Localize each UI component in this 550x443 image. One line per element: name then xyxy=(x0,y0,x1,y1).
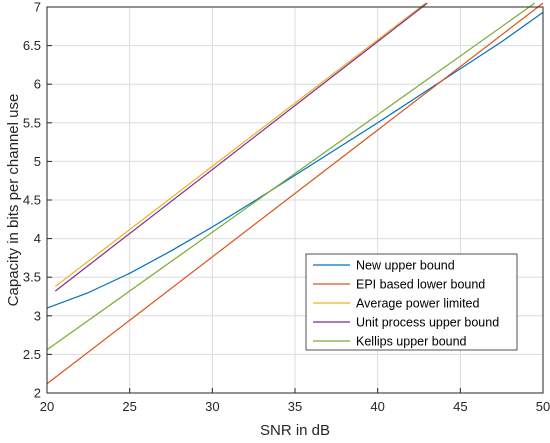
x-axis-label: SNR in dB xyxy=(260,422,330,439)
x-tick-label: 35 xyxy=(288,399,302,414)
y-tick-label: 2.5 xyxy=(23,347,41,362)
y-tick-label: 3.5 xyxy=(23,270,41,285)
x-tick-label: 40 xyxy=(370,399,384,414)
x-tick-label: 45 xyxy=(453,399,467,414)
x-tick-label: 50 xyxy=(536,399,550,414)
x-tick-label: 20 xyxy=(40,399,54,414)
series-lines xyxy=(46,2,544,385)
legend-label: New upper bound xyxy=(356,259,455,273)
y-tick-label: 6.5 xyxy=(23,38,41,53)
y-tick-label: 7 xyxy=(34,0,41,15)
y-tick-label: 5.5 xyxy=(23,115,41,130)
legend-label: Unit process upper bound xyxy=(356,316,499,330)
y-tick-label: 5 xyxy=(34,154,41,169)
legend-label: Average power limited xyxy=(356,297,479,311)
y-tick-label: 2 xyxy=(34,386,41,401)
legend-label: EPI based lower bound xyxy=(356,278,485,292)
series-line-3 xyxy=(54,2,426,287)
series-line-5 xyxy=(46,2,536,351)
y-tick-label: 6 xyxy=(34,77,41,92)
y-tick-label: 3 xyxy=(34,308,41,323)
x-tick-label: 25 xyxy=(122,399,136,414)
series-line-4 xyxy=(54,2,428,292)
series-line-2 xyxy=(46,2,544,385)
y-tick-label: 4.5 xyxy=(23,193,41,208)
tick-labels: 20 25 30 35 40 45 50 2 2.5 3 3.5 4 4.5 5 5.5 6 6.5 7 xyxy=(23,0,550,414)
x-tick-label: 30 xyxy=(205,399,219,414)
legend: New upper bound EPI based lower bound Aver… xyxy=(305,253,518,351)
legend-label: Kellips upper bound xyxy=(356,335,467,349)
y-axis-label: Capacity in bits per channel use xyxy=(5,94,22,307)
ticks xyxy=(46,6,544,394)
series-line-1 xyxy=(46,11,544,309)
y-tick-label: 4 xyxy=(34,231,41,246)
legend-box xyxy=(305,253,518,351)
